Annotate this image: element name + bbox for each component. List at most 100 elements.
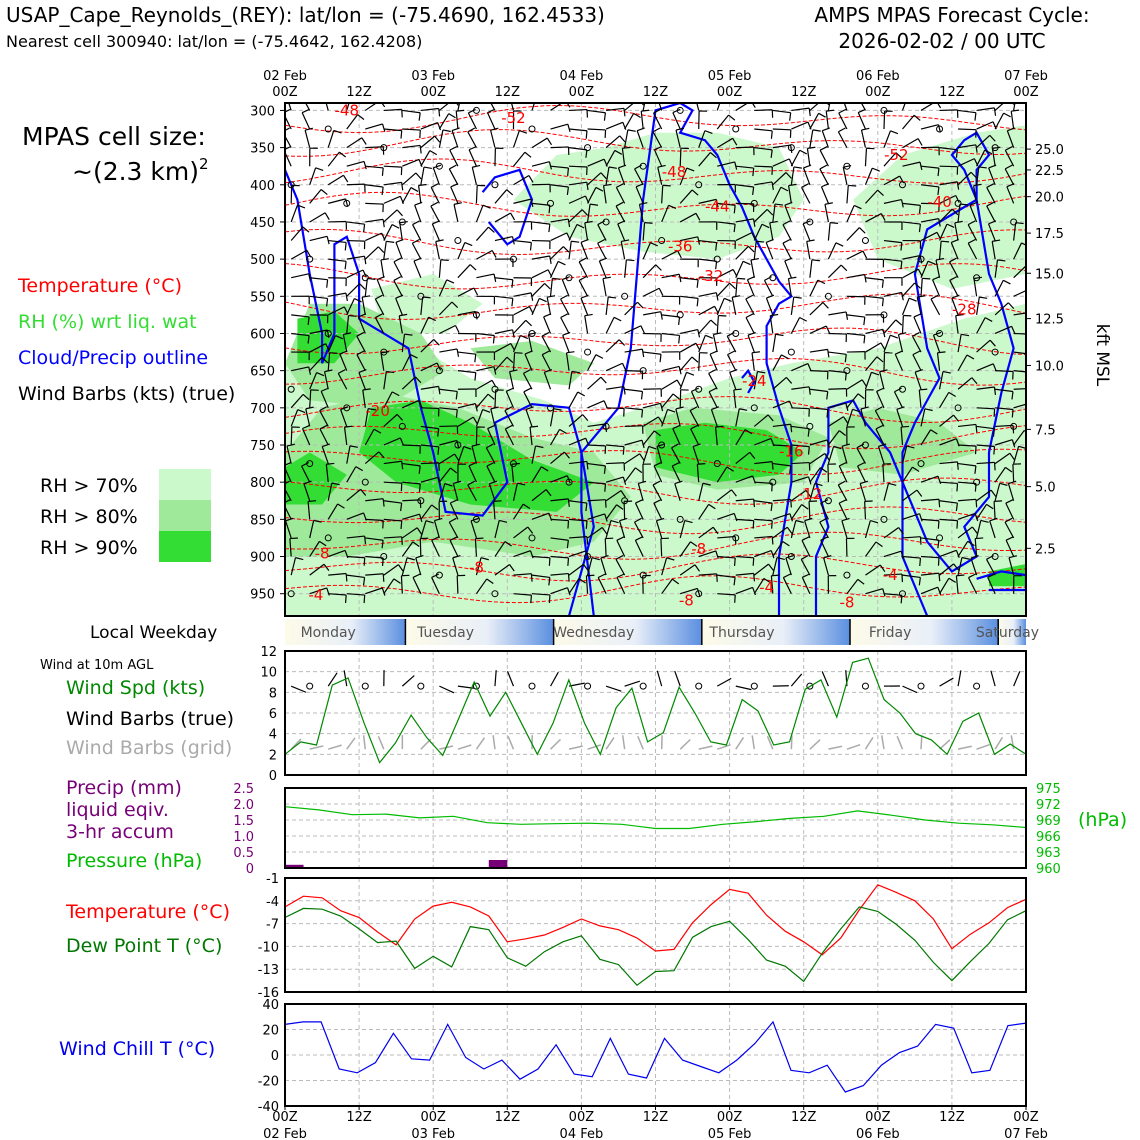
wind-barb-shaft (624, 425, 643, 428)
wind-barb-flag (603, 465, 607, 474)
wind-barb-shaft (939, 181, 958, 186)
wind-barb-shaft (841, 446, 848, 464)
wind-barb-flag (489, 480, 498, 485)
wind-barb-flag (425, 520, 434, 524)
wind-barb-shaft (511, 464, 515, 483)
wind-barb-shaft (494, 356, 508, 372)
precip-bar (488, 860, 508, 868)
wind-barb-flag (656, 443, 665, 447)
wind-barb-flag (361, 137, 367, 145)
wind-barb-shaft (994, 103, 1005, 111)
wind-barb-shaft (772, 187, 782, 204)
wind-barb-shaft (307, 501, 311, 520)
bottom-hour-label: 00Z (420, 1110, 446, 1125)
wind-barb-shaft (828, 351, 847, 355)
wind-barb-shaft (376, 279, 385, 297)
wind-barb-shaft (383, 391, 393, 409)
wind-barb-shaft (994, 467, 1006, 483)
temperature-panel-frame (284, 877, 1027, 993)
wind-barb-flag (638, 480, 647, 484)
wind-barb-shaft (1012, 464, 1015, 483)
calm-wind-circle (361, 478, 369, 486)
wind-barb-flag (584, 313, 593, 317)
wind-barb-shaft (309, 235, 328, 242)
wind-barb-shaft (420, 520, 427, 539)
wind-barb-flag (356, 331, 365, 337)
wind-barb-shaft (346, 114, 359, 130)
wind-barb-shaft (512, 483, 518, 501)
wind-barb-flag (563, 451, 570, 459)
wind-barb-flag (302, 226, 310, 233)
wind-barb-flag (695, 213, 701, 221)
wind-barb-flag (845, 311, 849, 320)
wind-barb-flag (401, 461, 404, 470)
wind-barb-shaft (791, 461, 810, 465)
wind-barb-flag (313, 519, 322, 523)
wind-barb-flag (623, 386, 626, 395)
wind-barb-shaft (987, 223, 996, 241)
wind-barb-shaft (475, 226, 489, 241)
wind-barb-flag (795, 519, 804, 524)
wind-barb-flag (987, 573, 996, 578)
wind-barb-shaft (642, 446, 650, 464)
wind-barb-shaft (430, 187, 440, 204)
wind-barb-shaft (420, 296, 424, 315)
true-wind-barb (821, 671, 829, 687)
wind-barb-flag (726, 331, 735, 337)
wind-barb-flag (908, 297, 917, 302)
wind-barb-shaft (864, 356, 878, 372)
wind-barb-flag (455, 391, 458, 400)
calm-wind-circle (306, 682, 314, 690)
grid-wind-barb (994, 736, 1004, 750)
wind-barb-shaft (883, 483, 890, 501)
wind-barb-shaft (327, 174, 344, 186)
wind-barb-shaft (568, 578, 580, 595)
wind-barb-flag (566, 351, 575, 354)
temperature-panel: -1-4-7-10-13-16 (258, 872, 1027, 1001)
wind-barb-flag (880, 213, 886, 221)
wind-barb-flag (751, 351, 761, 354)
wind-barb-flag (900, 199, 904, 208)
wind-barb-shaft (976, 339, 991, 353)
wind-barb-flag (914, 282, 921, 289)
wind-barb-shaft (561, 279, 570, 297)
wind-barb-flag (364, 536, 367, 545)
wind-barb-shaft (419, 538, 422, 557)
wind-barb-shaft (413, 260, 422, 278)
wind-barb-shaft (476, 366, 495, 372)
wind-barb-shaft (531, 445, 537, 464)
wind-barb-flag (875, 541, 883, 548)
wind-barb-shaft (995, 407, 1014, 411)
wind-barb-shaft (661, 185, 664, 204)
wind-barb-shaft (624, 407, 643, 411)
wind-barb-flag (714, 306, 719, 314)
wind-barb-shaft (698, 483, 704, 501)
calm-wind-circle (621, 292, 629, 300)
wind-barb-flag (975, 537, 984, 540)
wind-barb-shaft (809, 129, 814, 148)
wind-barb-flag (949, 257, 957, 263)
wind-barb-shaft (383, 578, 395, 595)
wind-barb-flag (604, 423, 608, 433)
wind-barb-shaft (661, 250, 678, 260)
wind-barb-shaft (285, 488, 292, 502)
wind-barb-flag (890, 334, 899, 339)
wind-barb-shaft (346, 255, 365, 260)
wind-barb-flag (833, 445, 842, 450)
wind-barb-flag (715, 242, 718, 251)
wind-barb-shaft (587, 158, 605, 167)
wind-barb-shaft (550, 146, 569, 149)
wind-barb-shaft (568, 181, 587, 186)
legend-rh80: RH > 80% (40, 506, 138, 528)
wind-barb-shaft (309, 357, 323, 372)
wind-barb-shaft (692, 446, 700, 464)
wind-barb-flag (812, 129, 821, 132)
wind-barb-shaft (568, 209, 583, 223)
wind-barb-shaft (860, 408, 867, 427)
wind-barb-flag (640, 391, 644, 400)
wind-barb-flag (922, 277, 931, 280)
wind-barb-shaft (412, 224, 422, 241)
wind-barb-flag (381, 186, 384, 196)
wind-barb-shaft (823, 557, 829, 576)
cross-section-axes: 3003504004505005506006507007508008509009… (250, 69, 1112, 617)
